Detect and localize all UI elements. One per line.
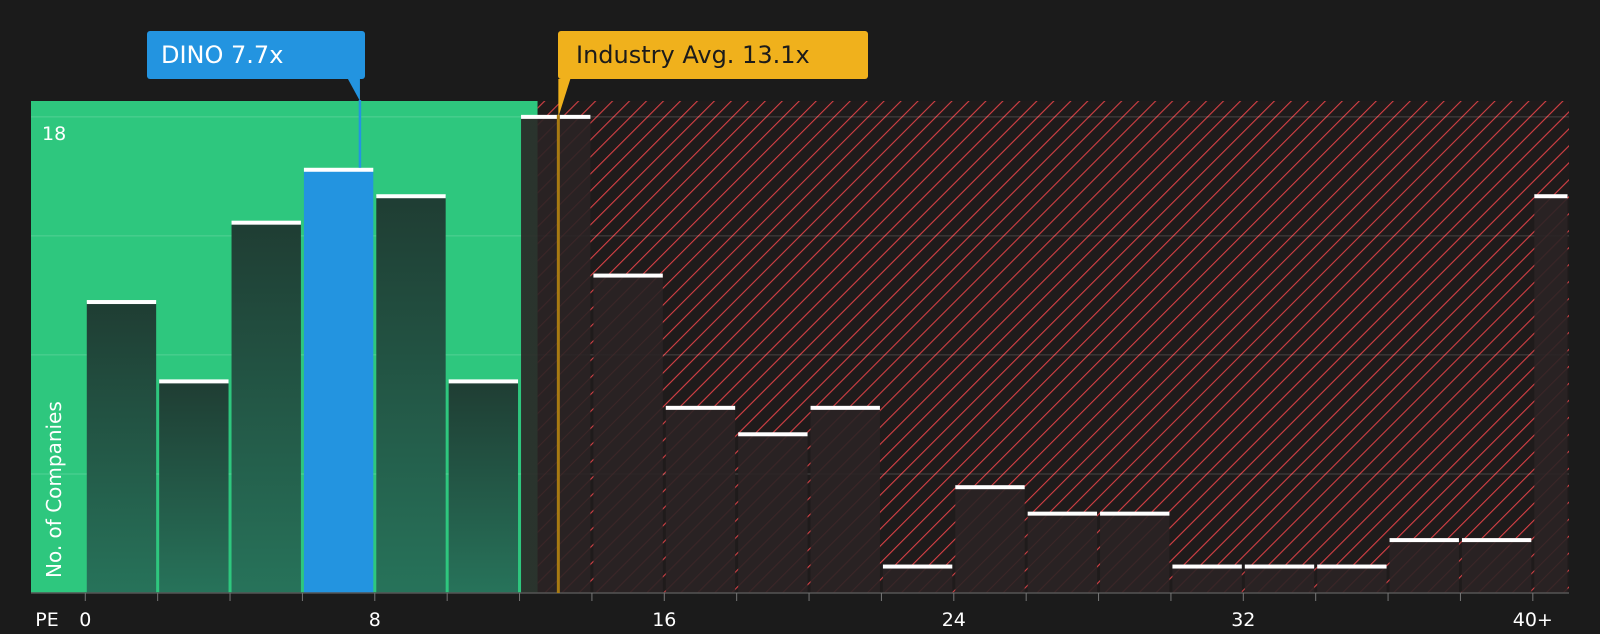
x-tick-label-3: 16 bbox=[652, 609, 676, 631]
bar-cap-2 bbox=[231, 220, 301, 225]
company-marker-pointer bbox=[347, 79, 360, 101]
x-tick-label-6: 40+ bbox=[1513, 609, 1553, 631]
bar-cap-19 bbox=[1461, 538, 1532, 543]
bar-5 bbox=[448, 381, 519, 593]
bar-cap-16 bbox=[1244, 564, 1315, 569]
bar-cap-8 bbox=[665, 405, 736, 410]
bar-9 bbox=[738, 434, 808, 593]
x-tick-label-4: 24 bbox=[942, 609, 966, 631]
bar-cap-11 bbox=[882, 564, 953, 569]
x-tick-label-0: PE bbox=[35, 609, 58, 631]
bar-13 bbox=[1027, 513, 1098, 593]
bar-4 bbox=[376, 196, 446, 593]
bar-18 bbox=[1389, 540, 1459, 593]
bar-12 bbox=[955, 487, 1025, 593]
bar-20 bbox=[1534, 196, 1568, 593]
bar-1 bbox=[159, 381, 229, 593]
bar-cap-15 bbox=[1172, 564, 1242, 569]
bar-cap-5 bbox=[448, 379, 519, 384]
x-tick-label-1: 0 bbox=[79, 609, 91, 631]
bar-cap-20 bbox=[1534, 194, 1568, 199]
bar-cap-0 bbox=[86, 300, 157, 305]
bar-11 bbox=[882, 566, 953, 593]
bar-14 bbox=[1100, 513, 1170, 593]
industry-avg-callout: Industry Avg. 13.1x bbox=[558, 31, 868, 79]
bar-6 bbox=[521, 116, 591, 593]
bar-8 bbox=[665, 407, 736, 593]
bar-cap-3 bbox=[303, 167, 374, 172]
bar-cap-18 bbox=[1389, 538, 1459, 543]
bar-cap-7 bbox=[593, 273, 663, 278]
bar-cap-9 bbox=[738, 432, 808, 437]
bar-cap-13 bbox=[1027, 511, 1098, 516]
bar-17 bbox=[1317, 566, 1387, 593]
bar-cap-14 bbox=[1100, 511, 1170, 516]
bar-10 bbox=[810, 407, 880, 593]
bar-cap-6 bbox=[521, 114, 591, 119]
company-pe-callout: DINO 7.7x bbox=[147, 31, 365, 79]
bar-3 bbox=[303, 169, 374, 593]
bar-16 bbox=[1244, 566, 1315, 593]
bar-2 bbox=[231, 222, 301, 593]
bar-cap-17 bbox=[1317, 564, 1387, 569]
y-max-label: 18 bbox=[42, 123, 66, 145]
bar-cap-4 bbox=[376, 194, 446, 199]
x-tick-label-2: 8 bbox=[369, 609, 381, 631]
bar-15 bbox=[1172, 566, 1242, 593]
bar-cap-1 bbox=[159, 379, 229, 384]
bar-7 bbox=[593, 275, 663, 593]
bar-19 bbox=[1461, 540, 1532, 593]
industry-marker-pointer bbox=[558, 79, 571, 117]
bar-cap-10 bbox=[810, 405, 880, 410]
bar-cap-12 bbox=[955, 485, 1025, 490]
x-tick-label-5: 32 bbox=[1231, 609, 1255, 631]
bar-0 bbox=[86, 302, 157, 593]
y-axis-label: No. of Companies bbox=[42, 401, 66, 578]
